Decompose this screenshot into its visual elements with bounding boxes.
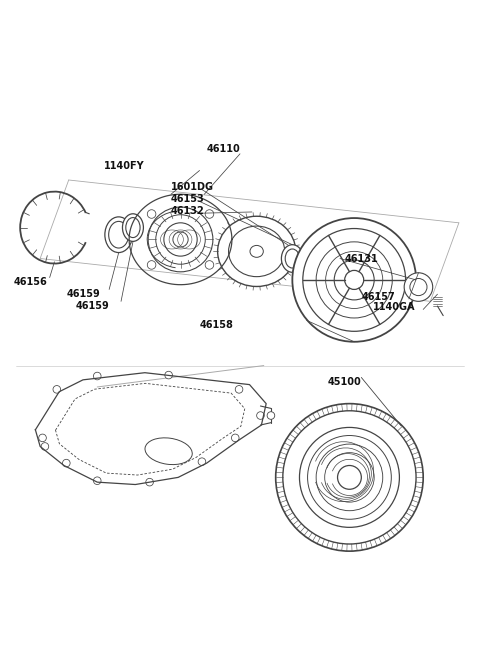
Circle shape bbox=[231, 434, 239, 441]
Text: 46156: 46156 bbox=[14, 277, 48, 288]
Circle shape bbox=[345, 271, 364, 290]
Circle shape bbox=[94, 372, 101, 380]
Text: 46131: 46131 bbox=[345, 253, 378, 263]
Circle shape bbox=[404, 272, 432, 301]
Circle shape bbox=[156, 215, 205, 264]
Circle shape bbox=[300, 428, 399, 527]
Circle shape bbox=[205, 210, 214, 218]
Circle shape bbox=[62, 459, 70, 467]
Text: 46132: 46132 bbox=[171, 206, 205, 216]
Circle shape bbox=[292, 218, 416, 342]
Circle shape bbox=[276, 403, 423, 551]
Ellipse shape bbox=[217, 216, 296, 286]
Circle shape bbox=[147, 210, 156, 218]
Circle shape bbox=[148, 207, 213, 272]
Text: 46159: 46159 bbox=[66, 290, 100, 299]
Text: 1601DG: 1601DG bbox=[171, 182, 214, 192]
Text: 1140GA: 1140GA bbox=[373, 302, 416, 312]
Ellipse shape bbox=[108, 221, 129, 248]
Circle shape bbox=[303, 229, 406, 331]
Circle shape bbox=[94, 477, 101, 485]
Circle shape bbox=[147, 261, 156, 269]
Circle shape bbox=[146, 478, 154, 486]
Ellipse shape bbox=[122, 214, 144, 242]
Text: 46158: 46158 bbox=[200, 320, 233, 330]
Ellipse shape bbox=[228, 226, 285, 276]
Circle shape bbox=[334, 260, 374, 300]
Circle shape bbox=[205, 261, 214, 269]
Circle shape bbox=[53, 386, 60, 393]
Circle shape bbox=[165, 371, 172, 379]
Text: 46153: 46153 bbox=[171, 194, 205, 204]
Circle shape bbox=[198, 458, 206, 466]
Circle shape bbox=[316, 242, 392, 318]
Circle shape bbox=[283, 411, 416, 544]
Circle shape bbox=[41, 443, 48, 450]
Ellipse shape bbox=[145, 438, 192, 464]
Circle shape bbox=[316, 444, 383, 511]
Text: 45100: 45100 bbox=[328, 377, 362, 387]
Circle shape bbox=[337, 466, 361, 489]
Circle shape bbox=[257, 412, 264, 419]
Circle shape bbox=[235, 386, 243, 393]
Text: 46110: 46110 bbox=[207, 144, 240, 154]
Ellipse shape bbox=[105, 217, 132, 253]
Circle shape bbox=[173, 232, 188, 247]
Circle shape bbox=[164, 223, 197, 256]
Ellipse shape bbox=[250, 246, 264, 257]
Circle shape bbox=[324, 453, 374, 502]
Circle shape bbox=[308, 436, 391, 519]
Text: 46157: 46157 bbox=[361, 291, 395, 301]
Circle shape bbox=[267, 412, 275, 419]
Circle shape bbox=[39, 434, 47, 441]
Text: 1140FY: 1140FY bbox=[104, 160, 145, 171]
Ellipse shape bbox=[126, 217, 140, 238]
Ellipse shape bbox=[285, 249, 300, 268]
Text: 46159: 46159 bbox=[76, 301, 109, 311]
Circle shape bbox=[325, 252, 383, 309]
Ellipse shape bbox=[281, 245, 303, 272]
Circle shape bbox=[410, 278, 427, 295]
